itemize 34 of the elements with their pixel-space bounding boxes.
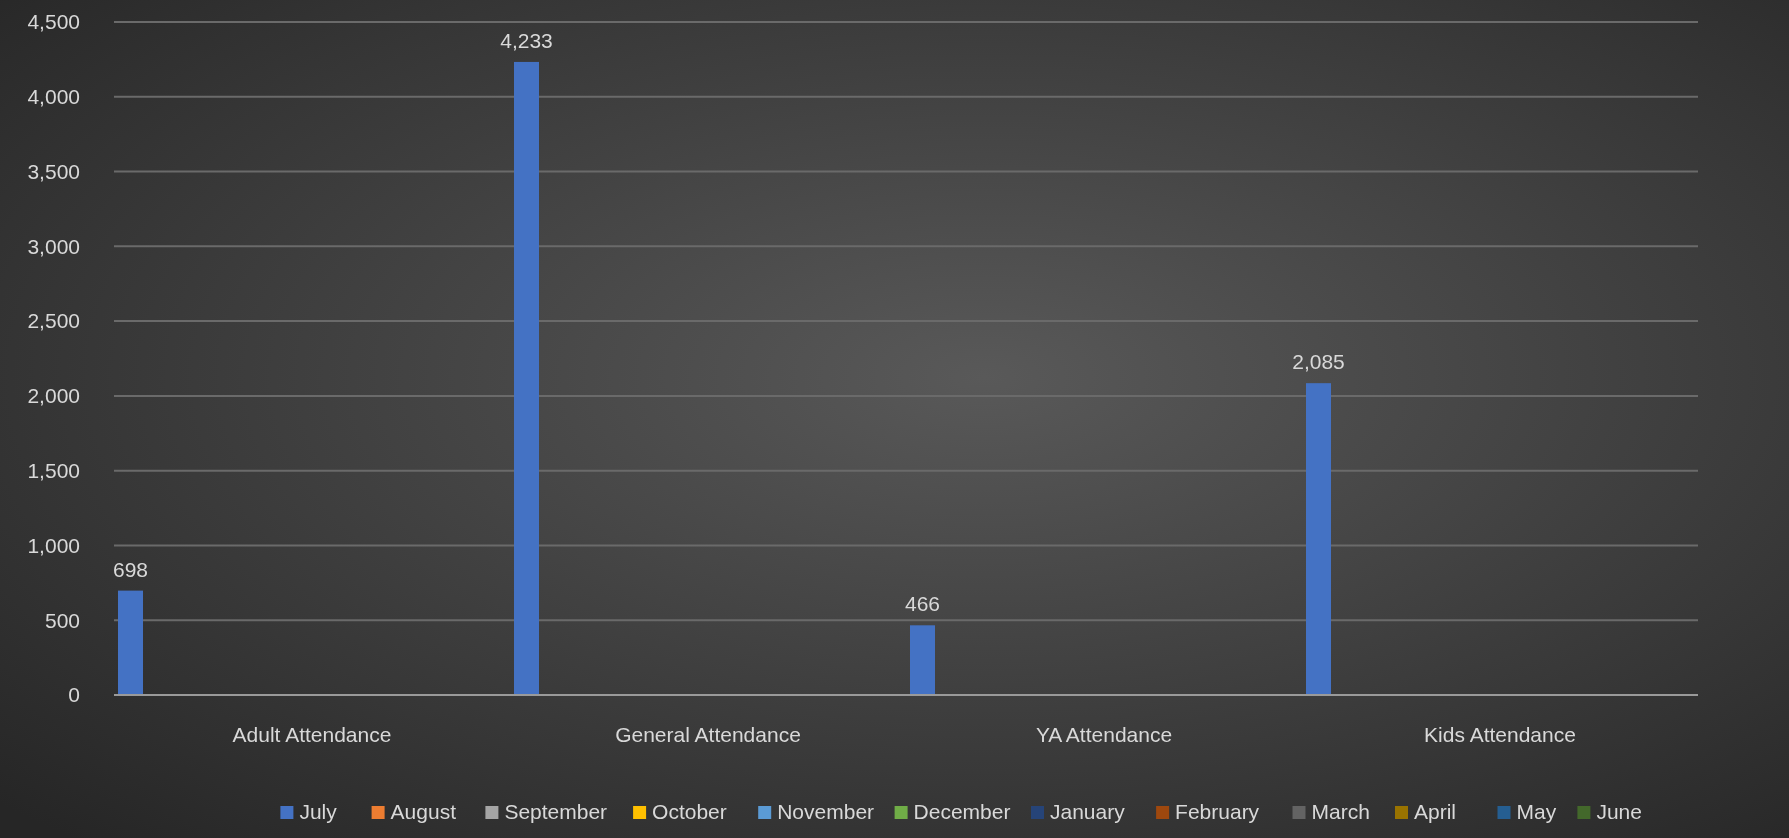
y-tick-label: 4,000 (27, 85, 80, 109)
data-label: 698 (112, 557, 149, 581)
y-tick-label: 4,500 (27, 10, 80, 34)
bar (1306, 383, 1331, 695)
legend-label: June (1596, 800, 1642, 823)
y-tick-label: 2,500 (27, 309, 80, 333)
legend-label: April (1414, 800, 1457, 823)
legend-label: July (299, 800, 338, 823)
legend-label: December (913, 800, 1011, 823)
x-tick-label: Kids Attendance (1424, 723, 1576, 746)
bar (118, 590, 143, 695)
legend-label: March (1311, 800, 1370, 823)
y-tick-label: 1,500 (27, 459, 80, 483)
x-tick-label: YA Attendance (1035, 723, 1173, 746)
legend-label: February (1175, 800, 1260, 823)
data-label: 4,233 (500, 28, 553, 52)
y-tick-label: 500 (44, 608, 80, 632)
legend-label: September (504, 800, 608, 823)
legend-label: October (652, 800, 727, 823)
data-label: 2,085 (1292, 350, 1345, 374)
y-tick-label: 1,000 (27, 533, 80, 557)
data-label: 466 (904, 592, 941, 616)
legend-label: August (390, 800, 457, 823)
y-tick-label: 3,000 (27, 234, 80, 258)
x-tick-label: Adult Attendance (232, 723, 392, 746)
y-tick-label: 0 (68, 683, 80, 707)
legend-label: May (1516, 800, 1557, 823)
y-tick-label: 3,500 (27, 159, 80, 183)
x-tick-label: General Attendance (615, 723, 801, 746)
bar (910, 625, 935, 695)
legend-label: January (1050, 800, 1126, 823)
legend-label: November (777, 800, 875, 823)
y-tick-label: 2,000 (27, 384, 80, 408)
bar (514, 61, 539, 695)
